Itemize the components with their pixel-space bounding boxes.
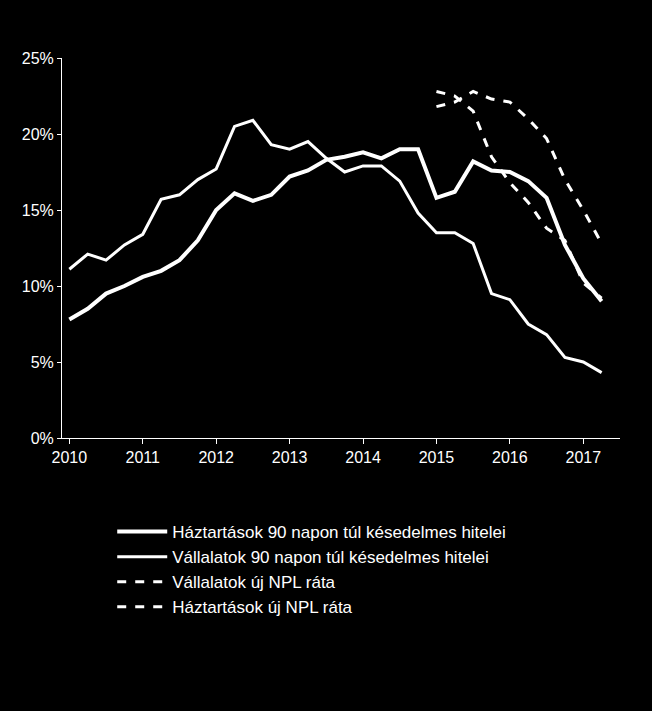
svg-text:2011: 2011 [126, 449, 161, 466]
svg-text:Vállalatok 90 napon túl késede: Vállalatok 90 napon túl késedelmes hitel… [172, 548, 489, 567]
svg-text:Vállalatok új NPL ráta: Vállalatok új NPL ráta [172, 573, 335, 592]
svg-text:20%: 20% [22, 126, 54, 143]
svg-text:25%: 25% [22, 50, 54, 67]
svg-text:2012: 2012 [198, 449, 234, 466]
svg-text:2013: 2013 [272, 449, 308, 466]
svg-text:5%: 5% [31, 354, 54, 371]
svg-text:2014: 2014 [345, 449, 381, 466]
svg-text:2015: 2015 [419, 449, 455, 466]
svg-text:10%: 10% [22, 278, 54, 295]
svg-text:0%: 0% [31, 430, 54, 447]
svg-text:2017: 2017 [565, 449, 601, 466]
svg-text:Háztartások új NPL ráta: Háztartások új NPL ráta [172, 598, 352, 617]
svg-text:15%: 15% [22, 202, 54, 219]
svg-text:Háztartások 90 napon túl késed: Háztartások 90 napon túl késedelmes hite… [172, 523, 506, 542]
svg-text:2016: 2016 [492, 449, 528, 466]
svg-text:2010: 2010 [52, 449, 88, 466]
